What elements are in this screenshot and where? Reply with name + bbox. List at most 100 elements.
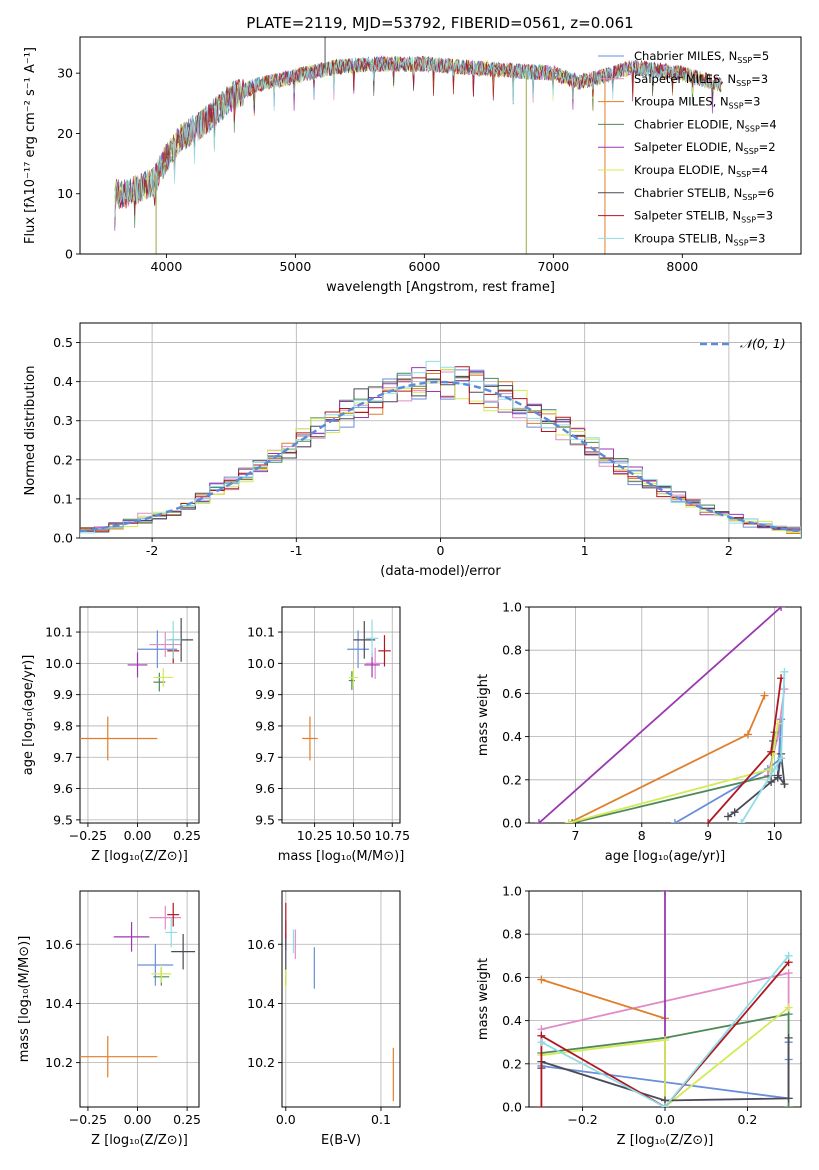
spectrum-series-line [114,55,722,216]
x-tick-label: 10.25 [297,828,333,843]
y-tick-label: 0.3 [53,413,73,428]
y-tick-label: 0.2 [502,1056,522,1071]
legend-label: Kroupa MILES, NSSP=3 [634,95,760,111]
weight-marker [730,808,739,817]
y-tick-label: 10.0 [247,656,275,671]
x-tick-label: 6000 [408,259,440,274]
y-tick-label: 0.2 [53,452,73,467]
x-tick-label: 0.1 [371,1112,391,1127]
x-axis-label: wavelength [Angstrom, rest frame] [326,280,555,295]
weight-series-line [541,978,666,1020]
x-tick-label: 8000 [666,259,698,274]
weight-series-line [541,1006,790,1107]
weight-marker [760,691,769,700]
y-tick-label: 0.0 [502,1100,522,1115]
axes-frame [281,890,401,1108]
y-tick-label: 0.5 [53,335,73,350]
y-tick-label: 10.4 [45,996,73,1011]
spectrum-series-line [114,56,722,217]
weight-series-line [707,678,782,823]
weight-series-line [568,695,766,823]
weight-series-line [538,607,782,823]
x-tick-label: −0.25 [69,1112,107,1127]
y-tick-label: 9.8 [255,718,275,733]
x-tick-label: -1 [290,543,302,558]
y-tick-label: 0.8 [502,927,522,942]
weight-marker [661,1036,669,1045]
weight-marker [564,819,573,823]
x-axis-label: E(B-V) [321,1133,361,1148]
errorbars [285,902,394,1102]
weight-marker [777,754,786,763]
weight-marker [568,819,577,823]
y-tick-label: 0.8 [502,643,522,658]
legend-label: Chabrier MILES, NSSP=5 [634,49,769,65]
y-tick-label: 10.1 [45,625,73,640]
y-tick-label: 9.6 [255,781,275,796]
normal-curve [80,380,801,533]
x-axis-label: Z [log₁₀(Z/Z⊙)] [91,1133,188,1148]
weight-lines [537,891,793,1107]
y-tick-label: 10.6 [45,937,73,952]
weight-marker [767,777,776,786]
legend-label: Salpeter ELODIE, NSSP=2 [634,140,776,156]
y-tick-label: 9.9 [255,687,275,702]
x-tick-label: 8 [638,828,646,843]
figure-title: PLATE=2119, MJD=53792, FIBERID=0561, z=0… [246,14,633,32]
weight-marker [743,730,752,739]
axes-frame [528,606,802,824]
y-axis-label: Flux [fλ10⁻¹⁷ erg cm⁻² s⁻¹ A⁻¹] [23,47,38,244]
weight-marker [704,819,713,823]
y-tick-label: 10.0 [45,656,73,671]
x-axis-label: Z [log₁₀(Z/Z⊙)] [91,849,188,864]
y-axis-label: age [log₁₀(age/yr)] [21,655,36,776]
y-tick-label: 20 [57,126,73,141]
y-tick-label: 9.7 [255,750,275,765]
weight-marker [724,812,733,821]
x-tick-label: 2 [725,543,733,558]
axes-frame [79,606,200,824]
y-axis-label: Normed distribution [23,366,38,496]
y-tick-label: 10 [57,186,73,201]
weight-marker [784,1033,793,1042]
legend-label: Salpeter MILES, NSSP=3 [634,72,768,88]
legend-label: 𝒩(0, 1) [740,336,786,351]
y-tick-label: 0 [65,247,73,262]
y-axis-label: mass [log₁₀(M/M⊙)] [17,936,32,1063]
x-tick-label: 5000 [279,259,311,274]
weight-marker [780,667,789,676]
weight-marker [661,1103,669,1107]
y-axis-label: mass weight [476,674,491,756]
weight-series-line [740,671,786,823]
y-tick-label: 0.6 [502,970,522,985]
mass-weight-vs-metallicity-panel: −0.2 0.0 0.2 0.0 0.2 0.4 0.6 0.8 1.0 Z [log₁₀(Z/Z… [476,884,802,1148]
x-tick-label: 0.2 [737,1112,757,1127]
x-tick-label: 0.25 [173,828,201,843]
y-tick-label: 1.0 [502,884,522,899]
weight-marker [770,765,779,773]
weight-marker [784,969,793,978]
weight-marker [661,891,669,895]
weight-marker [537,1103,546,1107]
x-tick-label: -2 [146,543,158,558]
legend-label: Chabrier ELODIE, NSSP=4 [634,117,777,133]
spectrum-panel: 4000 5000 6000 7000 8000 0 10 20 30 wavelength [A… [23,36,802,295]
weight-marker [670,819,679,823]
weight-series-line [540,961,790,1107]
x-tick-label: 9 [704,828,712,843]
axes-frame [79,36,802,255]
x-axis-label: (data-model)/error [380,564,501,579]
y-tick-label: 10.2 [247,1055,275,1070]
y-tick-label: 9.8 [53,718,73,733]
y-tick-label: 10.2 [45,1055,73,1070]
y-tick-label: 9.5 [255,812,275,827]
legend-label: Kroupa ELODIE, NSSP=4 [634,163,768,179]
x-tick-label: 0.0 [276,1112,296,1127]
weight-marker [537,1038,546,1047]
errorbars [302,619,391,761]
x-tick-label: 1 [581,543,589,558]
x-axis-label: age [log₁₀(age/yr)] [605,849,726,864]
spectrum-series-line [114,55,722,229]
histogram-series [80,366,801,538]
